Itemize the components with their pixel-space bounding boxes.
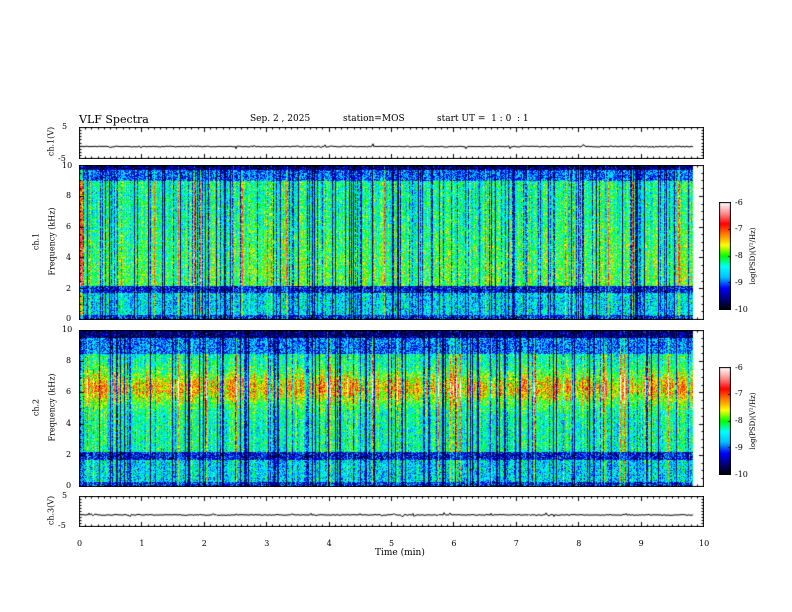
ch1-frequency-axis-label: Frequency (kHz) xyxy=(47,207,57,276)
x-tick-8: 8 xyxy=(576,539,582,548)
ch2-ytick-10: 10 xyxy=(62,325,73,334)
ch1-ytick-8: 8 xyxy=(66,191,72,200)
x-tick-0: 0 xyxy=(77,539,83,548)
ch1-ytick-0: 0 xyxy=(66,314,72,323)
ch1-waveform-plot xyxy=(79,127,704,159)
ch2-spectrogram-plot xyxy=(79,330,704,487)
x-tick-10: 10 xyxy=(699,539,710,548)
ch3-waveform-plot xyxy=(79,496,704,527)
cb2-tick-neg10: -10 xyxy=(735,470,748,479)
x-tick-4: 4 xyxy=(326,539,332,548)
ch3-ytick-5: 5 xyxy=(62,491,68,500)
ch1-ytick-5: 5 xyxy=(62,122,68,131)
ch1-ytick-10: 10 xyxy=(62,161,73,170)
cb1-tick-neg6: -6 xyxy=(735,198,743,207)
ch2-colorbar xyxy=(719,367,731,475)
x-tick-2: 2 xyxy=(201,539,207,548)
ch1-ytick-neg5: -5 xyxy=(58,154,66,163)
ch3-voltage-axis-label: ch.3(V) xyxy=(46,495,56,526)
ch1-ytick-6: 6 xyxy=(66,222,72,231)
cb2-tick-neg9: -9 xyxy=(735,443,743,452)
ch1-voltage-axis-label: ch.1(V) xyxy=(46,126,56,157)
ch2-ytick-4: 4 xyxy=(66,419,72,428)
ch2-ytick-6: 6 xyxy=(66,387,72,396)
cb2-tick-neg8: -8 xyxy=(735,416,743,425)
x-tick-3: 3 xyxy=(264,539,270,548)
date-label: Sep. 2 , 2025 xyxy=(250,114,311,124)
cb1-tick-neg9: -9 xyxy=(735,278,743,287)
x-tick-5: 5 xyxy=(389,539,395,548)
cb1-tick-neg10: -10 xyxy=(735,305,748,314)
ch2-ytick-2: 2 xyxy=(66,450,72,459)
cb1-tick-neg7: -7 xyxy=(735,224,743,233)
ch1-ytick-2: 2 xyxy=(66,284,72,293)
ch2-ytick-0: 0 xyxy=(66,481,72,490)
cb2-tick-neg6: -6 xyxy=(735,363,743,372)
x-tick-1: 1 xyxy=(139,539,145,548)
cb1-label: log(PSD)(V²/Hz) xyxy=(749,227,757,285)
x-tick-9: 9 xyxy=(638,539,644,548)
figure-title: VLF Spectra xyxy=(79,113,149,126)
cb2-tick-neg7: -7 xyxy=(735,389,743,398)
cb1-tick-neg8: -8 xyxy=(735,251,743,260)
x-axis-label: Time (min) xyxy=(375,548,425,558)
x-tick-7: 7 xyxy=(513,539,519,548)
ch1-ytick-4: 4 xyxy=(66,253,72,262)
ch2-spectrogram-channel-label: ch.2 xyxy=(31,398,41,417)
ch1-spectrogram-plot xyxy=(79,165,704,320)
ch3-ytick-neg5: -5 xyxy=(58,521,66,530)
ch1-colorbar xyxy=(719,202,731,310)
station-label: station=MOS xyxy=(343,114,405,124)
ch2-frequency-axis-label: Frequency (kHz) xyxy=(47,373,57,442)
x-tick-6: 6 xyxy=(451,539,457,548)
start-ut-label: start UT = 1 : 0 : 1 xyxy=(437,114,529,124)
cb2-label: log(PSD)(V²/Hz) xyxy=(749,392,757,450)
ch1-spectrogram-channel-label: ch.1 xyxy=(31,232,41,251)
ch2-ytick-8: 8 xyxy=(66,356,72,365)
